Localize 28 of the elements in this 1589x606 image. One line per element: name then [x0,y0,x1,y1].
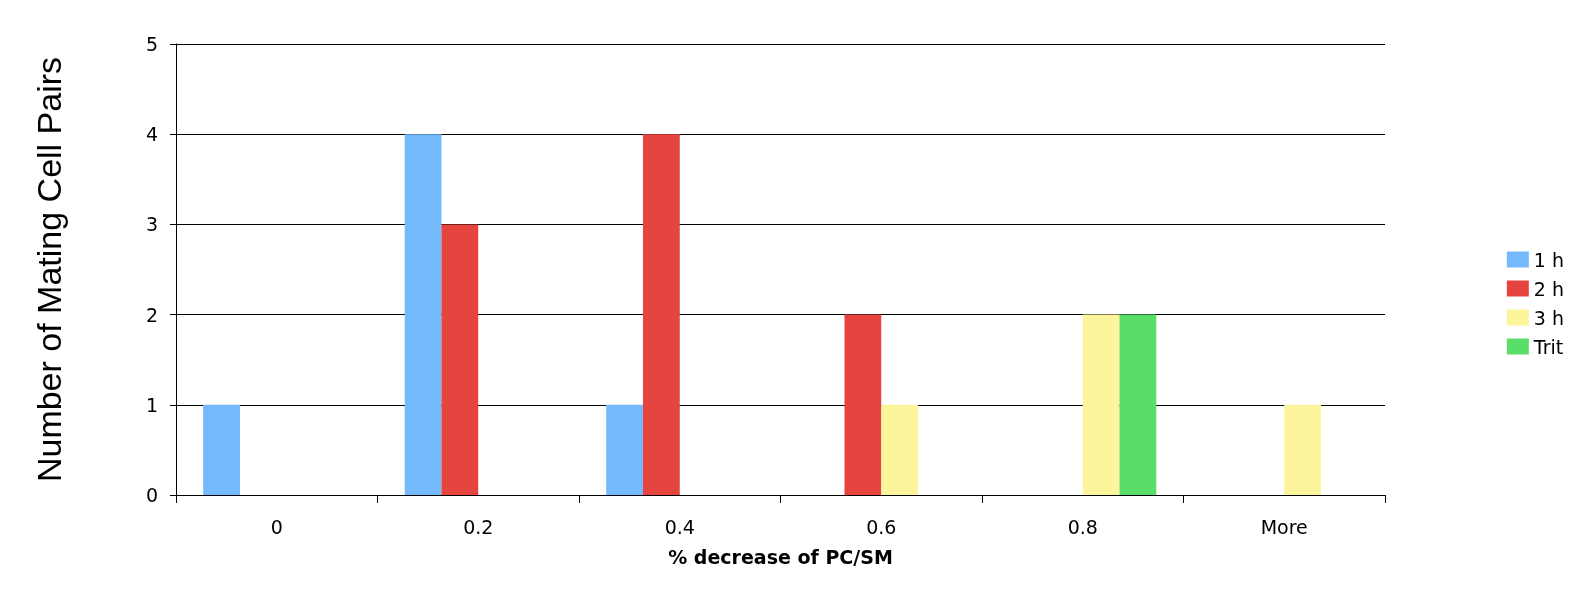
x-tick-label: 0.4 [664,515,695,538]
y-tick-label: 1 [145,393,158,416]
x-axis-title: % decrease of PC/SM [668,545,893,568]
y-tick-label: 4 [145,123,158,146]
bar [881,404,919,495]
bar [844,314,882,495]
x-tick-label: More [1260,515,1308,538]
x-tick-label: 0 [270,515,283,538]
x-tick-label: 0.8 [1067,515,1098,538]
bar [606,404,643,495]
y-tick-label: 0 [145,484,158,506]
x-tick-label: 0.2 [463,515,494,538]
legend-label: 1 h [1533,248,1564,271]
bar [642,134,680,495]
bar [404,134,442,495]
legend-label: 3 h [1533,306,1564,329]
x-tick-label: 0.6 [866,515,897,538]
bar [1082,314,1120,495]
legend-label: Trit [1532,335,1564,358]
y-tick-label: 3 [145,213,158,236]
y-tick-label: 5 [145,33,158,55]
legend-label: 2 h [1533,277,1564,300]
bar [1284,404,1322,495]
bar [441,224,479,495]
bar [1119,314,1157,495]
y-axis-title: Number of Mating Cell Pairs [30,56,68,483]
bar [203,404,240,495]
y-tick-label: 2 [145,303,158,326]
